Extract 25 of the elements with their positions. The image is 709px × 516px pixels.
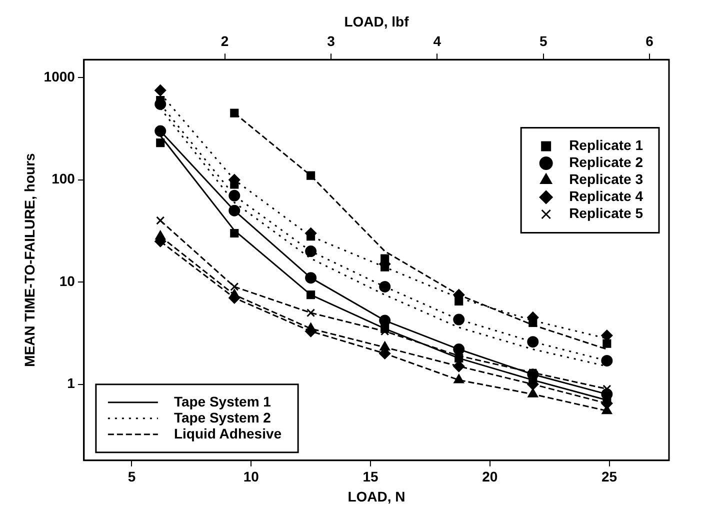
x2-tick-label: 2 bbox=[220, 33, 229, 50]
x2-tick-label: 3 bbox=[327, 33, 336, 50]
x-tick-label: 10 bbox=[243, 468, 260, 485]
x2-axis-title: LOAD, lbf bbox=[344, 13, 410, 30]
legend-label: Replicate 5 bbox=[569, 205, 644, 222]
legend-label: Liquid Adhesive bbox=[174, 425, 282, 442]
legend-label: Replicate 2 bbox=[569, 154, 644, 170]
legend-label: Replicate 4 bbox=[569, 188, 644, 204]
x2-tick-label: 4 bbox=[433, 33, 442, 50]
legend-label: Tape System 2 bbox=[174, 409, 272, 426]
x2-tick-label: 6 bbox=[646, 33, 654, 50]
legend-label: Tape System 1 bbox=[174, 393, 272, 410]
legend-label: Replicate 1 bbox=[569, 137, 644, 154]
legend-label: Replicate 3 bbox=[569, 171, 644, 188]
x-tick-label: 25 bbox=[602, 468, 618, 485]
y-axis-title: MEAN TIME-TO-FAILURE, hours bbox=[21, 152, 38, 367]
y-tick-label: 100 bbox=[52, 170, 76, 187]
x-tick-label: 20 bbox=[482, 468, 498, 485]
x-tick-label: 15 bbox=[362, 468, 378, 485]
x-axis-title: LOAD, N bbox=[348, 488, 406, 504]
x-tick-label: 5 bbox=[128, 468, 136, 485]
y-tick-label: 10 bbox=[59, 272, 76, 289]
y-tick-label: 1 bbox=[67, 375, 76, 392]
x2-tick-label: 5 bbox=[539, 33, 548, 50]
y-tick-label: 1000 bbox=[44, 68, 76, 84]
